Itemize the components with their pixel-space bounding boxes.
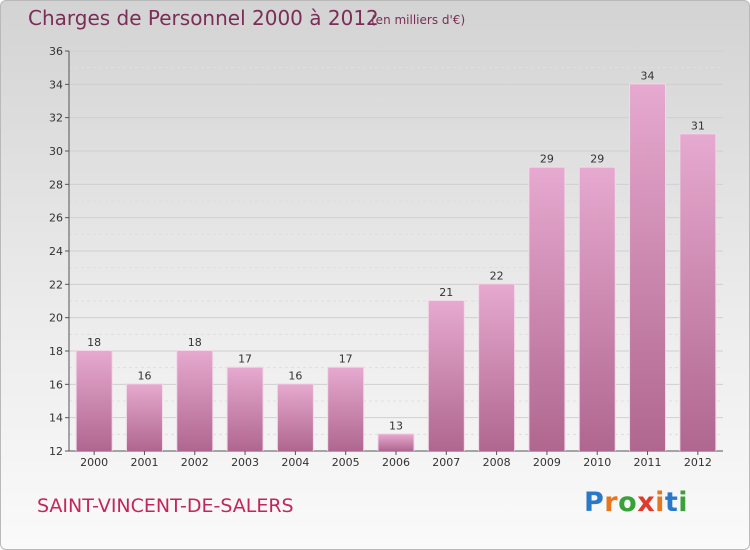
bar	[680, 134, 716, 452]
y-tick-label: 32	[49, 112, 63, 125]
bar-value-label: 16	[288, 369, 302, 382]
y-tick-label: 26	[49, 212, 63, 225]
bar	[630, 84, 666, 451]
y-tick-label: 30	[49, 145, 63, 158]
bar-value-label: 18	[188, 336, 202, 349]
bar-value-label: 17	[339, 353, 353, 366]
logo-letter: x	[637, 487, 656, 518]
bar-value-label: 16	[137, 369, 151, 382]
logo-letter: t	[664, 487, 679, 518]
bar	[76, 351, 112, 451]
bar-value-label: 13	[389, 419, 403, 432]
bar-value-label: 29	[540, 153, 554, 166]
bar-value-label: 18	[87, 336, 101, 349]
y-tick-label: 18	[49, 345, 63, 358]
x-tick-label: 2006	[382, 456, 410, 469]
x-tick-label: 2010	[583, 456, 611, 469]
y-tick-label: 34	[49, 78, 63, 91]
bar-value-label: 22	[490, 269, 504, 282]
logo-letter: P	[584, 487, 605, 518]
logo-letter: i	[678, 487, 689, 518]
y-tick-label: 24	[49, 245, 63, 258]
x-tick-label: 2003	[231, 456, 259, 469]
bar-value-label: 31	[691, 119, 705, 132]
y-tick-label: 36	[49, 45, 63, 58]
commune-name: SAINT-VINCENT-DE-SALERS	[37, 495, 294, 517]
bar	[479, 284, 515, 451]
y-tick-label: 20	[49, 312, 63, 325]
chart-title: Charges de Personnel 2000 à 2012	[28, 6, 379, 30]
x-tick-label: 2002	[181, 456, 209, 469]
y-tick-label: 28	[49, 178, 63, 191]
bar	[378, 434, 414, 451]
logo-letter: r	[604, 487, 619, 518]
x-tick-label: 2011	[634, 456, 662, 469]
x-tick-label: 2000	[80, 456, 108, 469]
x-tick-label: 2009	[533, 456, 561, 469]
bars: 18 16 18 17 16 17 13 21 22 29 29 34 31	[75, 69, 717, 452]
chart-subtitle: (en milliers d'€)	[371, 13, 466, 27]
bar	[428, 301, 464, 451]
bar-value-label: 29	[590, 153, 604, 166]
x-tick-label: 2012	[684, 456, 712, 469]
x-tick-label: 2004	[281, 456, 309, 469]
x-tick-label: 2007	[432, 456, 460, 469]
y-tick-label: 22	[49, 278, 63, 291]
x-tick-label: 2008	[483, 456, 511, 469]
y-tick-label: 12	[49, 445, 63, 458]
bar-value-label: 17	[238, 353, 252, 366]
bar	[579, 167, 615, 451]
bar-value-label: 21	[439, 286, 453, 299]
logo-letter: i	[655, 487, 665, 518]
y-tick-label: 14	[49, 412, 63, 425]
x-tick-label: 2001	[130, 456, 158, 469]
x-tick-label: 2005	[332, 456, 360, 469]
bar	[277, 384, 313, 451]
bar-value-label: 34	[641, 69, 655, 82]
bar	[126, 384, 162, 451]
logo-letter: o	[618, 487, 638, 518]
bar	[177, 351, 213, 451]
bar	[529, 167, 565, 451]
y-tick-label: 16	[49, 378, 63, 391]
axes: 12 14 16 18 20 22 24 26 28 30 32 34 36 2000 2001 2002 20…	[49, 45, 723, 469]
grid-lines	[69, 50, 723, 452]
bar	[227, 367, 263, 451]
bar	[328, 367, 364, 451]
proxiti-logo[interactable]: Proxiti	[584, 487, 688, 518]
